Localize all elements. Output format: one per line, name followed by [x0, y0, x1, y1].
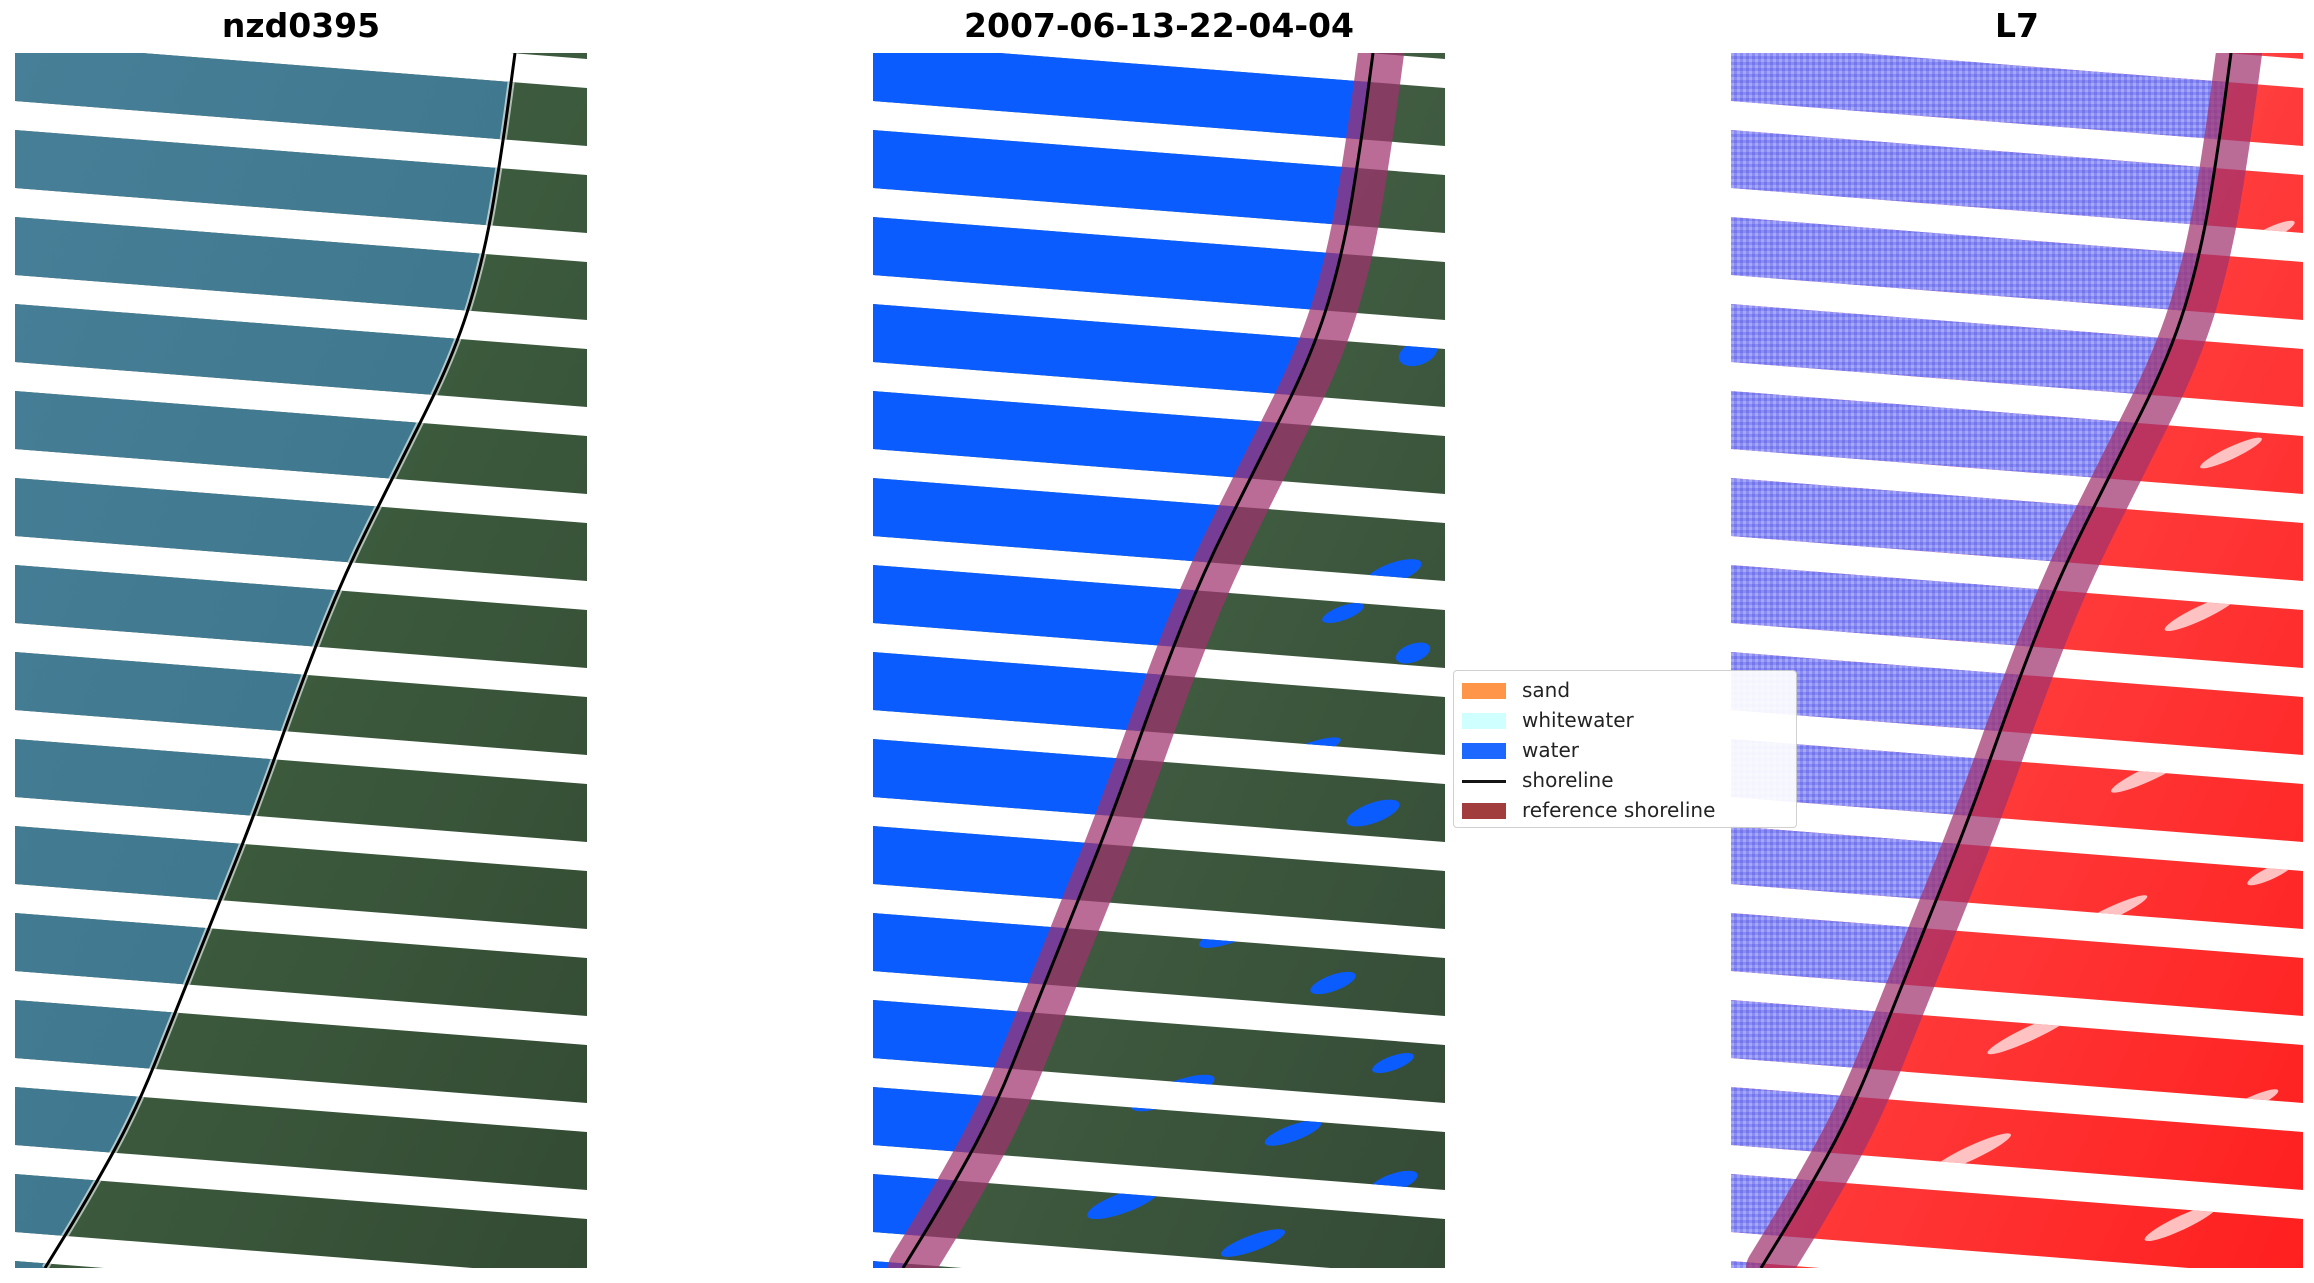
legend-item-sand: sand: [1454, 675, 1794, 705]
legend-label: shoreline: [1522, 768, 1614, 792]
legend-label: sand: [1522, 678, 1571, 702]
water-swatch: [1462, 743, 1506, 759]
classification-panel-title: 2007-06-13-22-04-04: [964, 6, 1354, 45]
reference-shoreline-band: [1746, 53, 2262, 1268]
water-index-image: [1731, 53, 2303, 1268]
legend: sand whitewater water shoreline referenc…: [1453, 670, 1797, 828]
legend-item-whitewater: whitewater: [1454, 705, 1794, 735]
shoreline-trace: [1759, 53, 2233, 1268]
index-panel-title: L7: [1995, 6, 2039, 45]
sand-swatch: [1462, 683, 1506, 699]
legend-label: reference shoreline: [1522, 798, 1716, 822]
classification-image: [873, 53, 1445, 1268]
legend-item-reference-shoreline: reference shoreline: [1454, 795, 1794, 825]
reference-shoreline-swatch: [1462, 803, 1506, 819]
legend-item-shoreline: shoreline: [1454, 765, 1794, 795]
legend-label: whitewater: [1522, 708, 1634, 732]
legend-label: water: [1522, 738, 1579, 762]
shoreline-trace: [901, 53, 1375, 1268]
shoreline-swatch: [1462, 780, 1506, 783]
shoreline-trace: [43, 53, 517, 1268]
whitewater-swatch: [1462, 713, 1506, 729]
reference-shoreline-band: [888, 53, 1404, 1268]
legend-item-water: water: [1454, 735, 1794, 765]
rgb-panel-title: nzd0395: [221, 6, 381, 45]
rgb-satellite-image: [15, 53, 587, 1268]
